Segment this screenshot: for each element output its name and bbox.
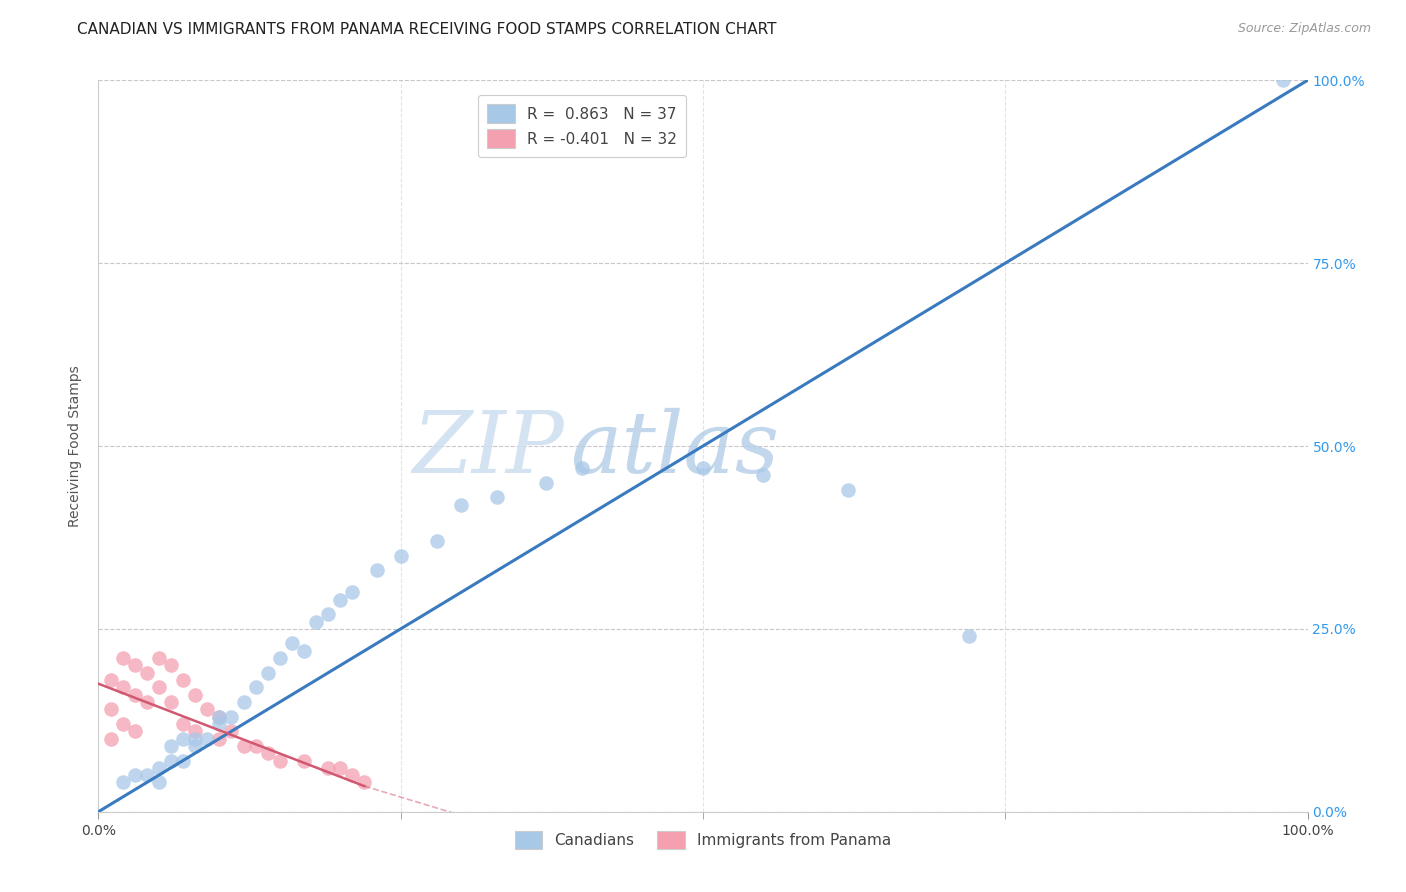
Point bbox=[316, 607, 339, 622]
Point bbox=[100, 731, 122, 746]
Point bbox=[534, 475, 557, 490]
Point bbox=[184, 724, 207, 739]
Point bbox=[752, 468, 775, 483]
Point bbox=[342, 768, 364, 782]
Point bbox=[160, 754, 183, 768]
Point bbox=[256, 665, 278, 680]
Point bbox=[195, 702, 218, 716]
Point bbox=[571, 461, 593, 475]
Point bbox=[426, 534, 449, 549]
Point bbox=[692, 461, 714, 475]
Point bbox=[221, 724, 243, 739]
Point bbox=[195, 731, 218, 746]
Point bbox=[366, 563, 388, 577]
Text: ZIP: ZIP bbox=[412, 409, 564, 491]
Point bbox=[184, 731, 207, 746]
Point bbox=[148, 761, 170, 775]
Text: CANADIAN VS IMMIGRANTS FROM PANAMA RECEIVING FOOD STAMPS CORRELATION CHART: CANADIAN VS IMMIGRANTS FROM PANAMA RECEI… bbox=[77, 22, 778, 37]
Point bbox=[329, 592, 352, 607]
Point bbox=[124, 768, 146, 782]
Point bbox=[111, 681, 134, 695]
Y-axis label: Receiving Food Stamps: Receiving Food Stamps bbox=[69, 365, 83, 527]
Point bbox=[292, 644, 315, 658]
Point bbox=[208, 717, 231, 731]
Point bbox=[245, 681, 267, 695]
Point bbox=[256, 746, 278, 760]
Point bbox=[329, 761, 352, 775]
Point bbox=[172, 673, 194, 687]
Point bbox=[269, 754, 291, 768]
Point bbox=[221, 709, 243, 723]
Text: Source: ZipAtlas.com: Source: ZipAtlas.com bbox=[1237, 22, 1371, 36]
Point bbox=[316, 761, 339, 775]
Point bbox=[148, 681, 170, 695]
Point bbox=[486, 490, 509, 504]
Point bbox=[232, 695, 254, 709]
Point bbox=[172, 731, 194, 746]
Point bbox=[100, 702, 122, 716]
Point bbox=[135, 665, 157, 680]
Point bbox=[281, 636, 304, 650]
Point bbox=[353, 775, 375, 789]
Point bbox=[184, 688, 207, 702]
Point bbox=[450, 498, 472, 512]
Point bbox=[124, 724, 146, 739]
Point bbox=[124, 658, 146, 673]
Point bbox=[208, 709, 231, 723]
Point bbox=[1272, 73, 1295, 87]
Point bbox=[232, 739, 254, 753]
Point bbox=[124, 688, 146, 702]
Point bbox=[837, 483, 859, 497]
Point bbox=[342, 585, 364, 599]
Point bbox=[135, 695, 157, 709]
Point bbox=[148, 651, 170, 665]
Point bbox=[208, 709, 231, 723]
Point bbox=[292, 754, 315, 768]
Point bbox=[245, 739, 267, 753]
Point bbox=[389, 549, 412, 563]
Legend: R =  0.863   N = 37, R = -0.401   N = 32: R = 0.863 N = 37, R = -0.401 N = 32 bbox=[478, 95, 686, 157]
Point bbox=[184, 739, 207, 753]
Point bbox=[208, 731, 231, 746]
Point bbox=[111, 717, 134, 731]
Point bbox=[111, 651, 134, 665]
Point bbox=[160, 658, 183, 673]
Text: atlas: atlas bbox=[569, 409, 779, 491]
Point bbox=[269, 651, 291, 665]
Point bbox=[305, 615, 328, 629]
Point bbox=[172, 754, 194, 768]
Point bbox=[100, 673, 122, 687]
Point bbox=[957, 629, 980, 643]
Point bbox=[172, 717, 194, 731]
Point bbox=[160, 739, 183, 753]
Point bbox=[148, 775, 170, 789]
Point bbox=[111, 775, 134, 789]
Point bbox=[135, 768, 157, 782]
Point bbox=[160, 695, 183, 709]
